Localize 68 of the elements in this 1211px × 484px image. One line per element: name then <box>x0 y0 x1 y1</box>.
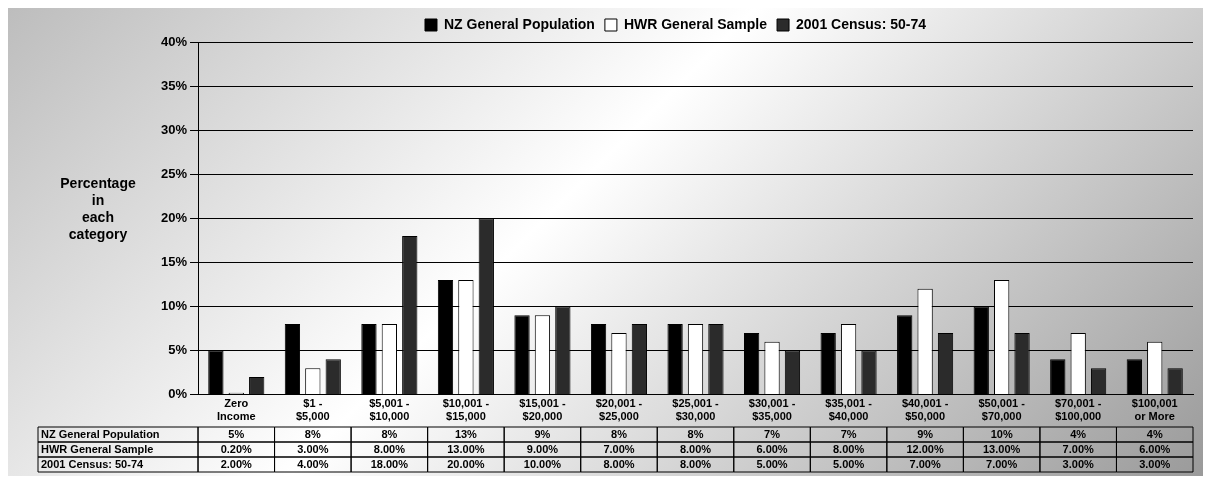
data-label: 2.00% <box>220 457 253 470</box>
x-tick-label: $10,001 - $15,000 <box>442 397 490 423</box>
x-tick-label: Zero Income <box>217 397 256 423</box>
text: HWR General Sample <box>41 442 154 455</box>
x-tick-label: $100,001 or More <box>1131 397 1178 423</box>
y-tick-label: 10% <box>160 298 188 314</box>
y-tick-label: 30% <box>160 121 188 137</box>
data-label: 4% <box>1070 427 1087 440</box>
y-tick-label: 35% <box>160 77 188 93</box>
data-label: 13.00% <box>983 442 1021 455</box>
data-label: 8.00% <box>832 442 865 455</box>
data-label: 3.00% <box>1062 457 1094 470</box>
data-label: 12.00% <box>906 442 944 455</box>
data-label: 4% <box>1146 427 1163 440</box>
text: 2001 Census: 50-74 <box>41 457 144 470</box>
y-tick-label: 20% <box>160 209 188 225</box>
data-label: 20.00% <box>447 457 485 470</box>
data-label: 3.00% <box>297 442 329 455</box>
data-label: 10.00% <box>523 457 562 470</box>
x-tick-label: $40,001 - $50,000 <box>901 397 949 423</box>
y-tick-label: 40% <box>160 33 188 49</box>
y-axis-title: Percentage in each category <box>60 175 136 243</box>
data-label: 9% <box>534 427 551 440</box>
data-label: 8.00% <box>373 442 406 455</box>
data-label: 8% <box>381 427 398 440</box>
data-label: 0.20% <box>220 442 253 455</box>
data-label: 8% <box>687 427 704 440</box>
data-label: 9.00% <box>526 442 559 455</box>
data-label: 5.00% <box>756 457 788 470</box>
data-label: 5% <box>228 427 245 440</box>
x-tick-label: $20,001 - $25,000 <box>595 397 643 423</box>
data-label: 8% <box>611 427 628 440</box>
data-label: 3.00% <box>1139 457 1171 470</box>
data-label: 18.00% <box>370 457 409 470</box>
data-label: 5.00% <box>832 457 865 470</box>
data-label: 7% <box>764 427 781 440</box>
data-label: 13.00% <box>447 442 485 455</box>
y-tick-label: 25% <box>160 165 188 181</box>
data-label: 10% <box>990 427 1013 440</box>
data-label: 8.00% <box>603 457 635 470</box>
data-label: 6.00% <box>1139 442 1171 455</box>
y-tick-label: 15% <box>160 253 188 269</box>
data-label: 4.00% <box>297 457 329 470</box>
data-label: 8.00% <box>679 457 712 470</box>
x-tick-label: $50,001 - $70,000 <box>978 397 1026 423</box>
y-tick-label: 5% <box>168 342 188 358</box>
text: NZ General Population <box>41 427 160 440</box>
x-tick-label: $25,001 - $30,000 <box>672 397 720 423</box>
x-tick-label: $5,001 - $10,000 <box>369 397 410 423</box>
legend-label: HWR General Sample <box>623 15 768 32</box>
data-label: 7.00% <box>909 457 941 470</box>
data-label: 8% <box>304 427 321 440</box>
x-tick-label: $70,001 - $100,000 <box>1054 397 1102 423</box>
data-label: 13% <box>454 427 478 440</box>
data-label: 9% <box>917 427 934 440</box>
data-label: 8.00% <box>679 442 712 455</box>
x-tick-label: $35,001 - $40,000 <box>825 397 873 423</box>
data-label: 7% <box>840 427 857 440</box>
legend-label: NZ General Population <box>443 15 595 32</box>
y-tick-label: 0% <box>168 386 188 402</box>
x-tick-label: $15,001 - $20,000 <box>519 397 567 423</box>
data-label: 7.00% <box>603 442 635 455</box>
x-tick-label: $1 - $5,000 <box>296 397 330 423</box>
x-tick-label: $30,001 - $35,000 <box>748 397 796 423</box>
data-label: 7.00% <box>1062 442 1094 455</box>
legend-label: 2001 Census: 50-74 <box>796 15 927 32</box>
data-label: 6.00% <box>756 442 788 455</box>
data-label: 7.00% <box>986 457 1018 470</box>
